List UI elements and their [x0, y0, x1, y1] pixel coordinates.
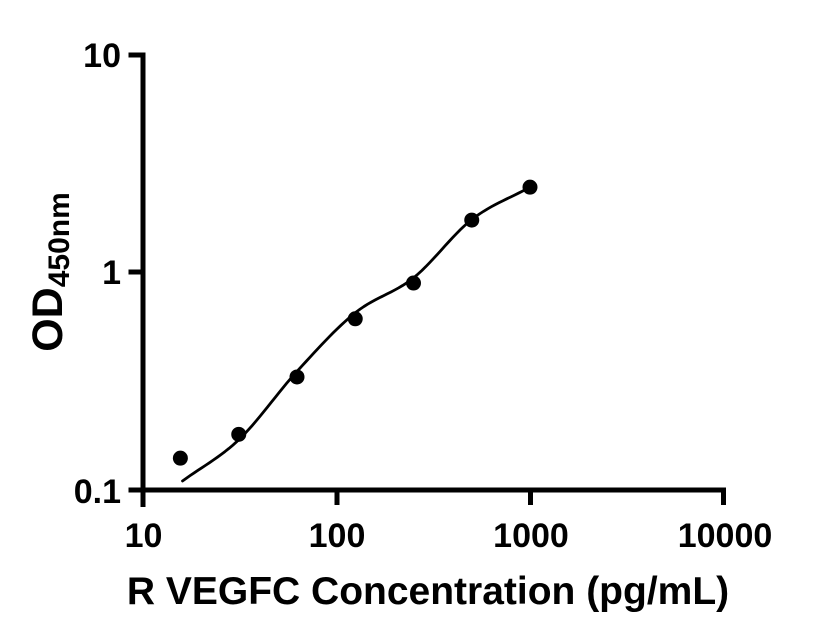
data-point-marker [406, 275, 421, 291]
data-points [172, 179, 538, 466]
x-tick-labels: 10 100 1000 10000 [125, 517, 773, 555]
y-axis-title-main: OD [24, 287, 72, 352]
x-tick-label-10: 10 [125, 517, 163, 555]
x-axis-title: R VEGFC Concentration (pg/mL) [127, 570, 729, 613]
y-axis-title-subscript: 450nm [43, 192, 76, 287]
x-tick-label-1000: 1000 [493, 517, 569, 555]
x-tick-label-100: 100 [309, 517, 366, 555]
y-tick-label-1: 1 [102, 254, 121, 292]
data-point-marker [172, 450, 188, 466]
y-tick-labels: 10 1 0.1 [74, 37, 121, 511]
data-point-marker [347, 311, 363, 327]
data-point-marker [464, 212, 480, 228]
data-point-marker [522, 179, 538, 195]
axis-lines [128, 52, 726, 507]
y-tick-label-0-1: 0.1 [74, 473, 121, 511]
y-tick-label-10: 10 [83, 37, 121, 75]
data-point-marker [289, 369, 305, 385]
data-point-marker [231, 426, 247, 442]
y-axis-title: OD450nm [24, 192, 76, 352]
x-tick-label-10000: 10000 [678, 517, 773, 555]
